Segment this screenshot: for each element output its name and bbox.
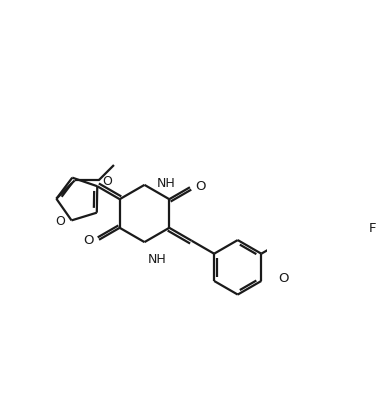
Text: NH: NH <box>157 176 176 189</box>
Text: O: O <box>83 234 94 247</box>
Text: NH: NH <box>148 252 167 265</box>
Text: O: O <box>278 272 289 285</box>
Text: O: O <box>103 175 112 188</box>
Text: F: F <box>369 222 376 235</box>
Text: O: O <box>195 180 206 193</box>
Text: O: O <box>55 214 65 227</box>
